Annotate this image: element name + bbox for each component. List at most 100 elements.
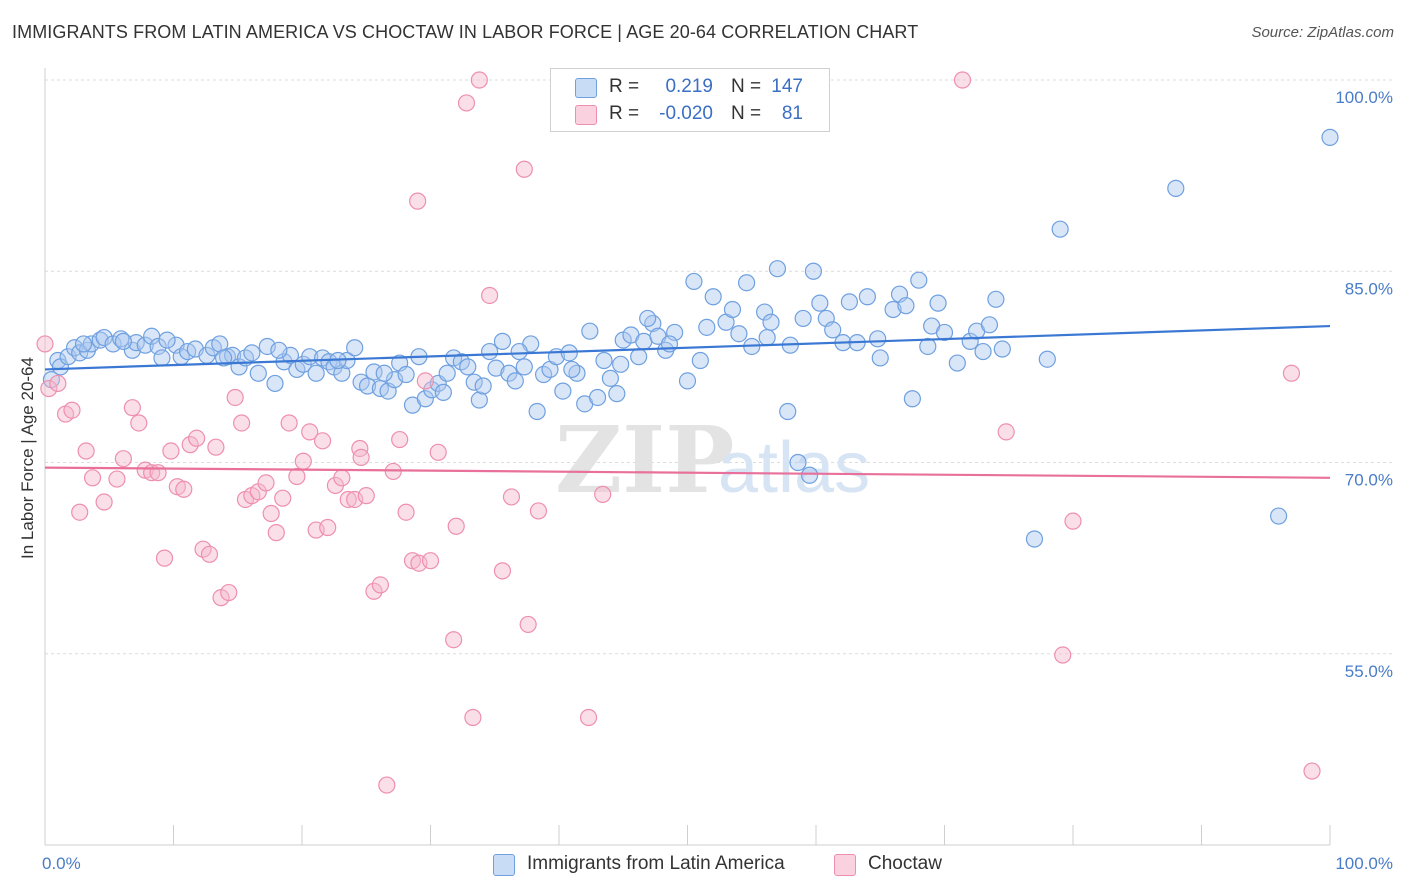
data-point bbox=[1321, 128, 1339, 146]
data-point bbox=[738, 274, 756, 292]
data-point bbox=[858, 288, 877, 306]
chart-source: Source: ZipAtlas.com bbox=[1251, 24, 1394, 41]
legend-swatch-pink bbox=[575, 105, 597, 125]
data-point bbox=[220, 583, 238, 602]
data-point bbox=[897, 297, 915, 315]
series-choctaw-points bbox=[36, 71, 1321, 794]
data-point bbox=[375, 364, 393, 382]
legend-label-latin-america: Immigrants from Latin America bbox=[527, 853, 785, 874]
data-point bbox=[319, 518, 337, 537]
data-point bbox=[365, 582, 383, 600]
data-point bbox=[333, 469, 351, 487]
data-point bbox=[474, 377, 492, 395]
data-point bbox=[871, 349, 889, 367]
data-point bbox=[65, 339, 84, 357]
data-point bbox=[421, 552, 440, 570]
data-point bbox=[267, 524, 285, 542]
data-point bbox=[779, 402, 797, 421]
data-point bbox=[919, 337, 937, 356]
legend-r-label: R = bbox=[609, 76, 640, 97]
data-point bbox=[71, 503, 89, 521]
data-point bbox=[397, 503, 415, 521]
y-tick-label: 85.0% bbox=[1345, 279, 1393, 298]
data-point bbox=[445, 349, 463, 367]
data-point bbox=[595, 351, 613, 370]
data-point bbox=[391, 430, 409, 449]
data-point bbox=[36, 335, 54, 353]
data-point bbox=[685, 272, 703, 291]
data-point bbox=[824, 321, 842, 339]
data-point bbox=[1025, 530, 1044, 548]
data-point bbox=[270, 341, 288, 359]
legend-n-value: 147 bbox=[771, 76, 803, 97]
legend-row-choctaw: R = -0.020 N = 81 bbox=[551, 101, 829, 129]
x-tick-label: 0.0% bbox=[42, 854, 81, 873]
data-point bbox=[352, 448, 370, 466]
data-point bbox=[470, 71, 488, 89]
series-legend: Immigrants from Latin America Choctaw bbox=[0, 852, 1406, 878]
correlation-legend: R = 0.219 N = 147 R = -0.020 N = 81 bbox=[550, 68, 830, 132]
data-point bbox=[581, 322, 599, 340]
data-point bbox=[515, 160, 533, 178]
data-point bbox=[493, 562, 512, 580]
data-point bbox=[233, 414, 251, 432]
data-point bbox=[207, 438, 225, 456]
data-point bbox=[175, 480, 193, 498]
legend-swatch-blue bbox=[493, 854, 515, 876]
data-point bbox=[438, 364, 456, 382]
data-point bbox=[1054, 646, 1072, 664]
data-point bbox=[1303, 762, 1321, 780]
data-point bbox=[153, 349, 171, 367]
data-point bbox=[429, 443, 447, 461]
legend-r-value: 0.219 bbox=[665, 76, 713, 97]
data-point bbox=[416, 372, 434, 390]
data-point bbox=[130, 414, 148, 432]
data-point bbox=[74, 335, 93, 353]
data-point bbox=[114, 332, 132, 350]
data-point bbox=[215, 349, 233, 367]
data-point bbox=[1269, 507, 1288, 525]
data-point bbox=[149, 464, 167, 482]
data-point bbox=[358, 377, 377, 395]
data-point bbox=[1038, 350, 1056, 368]
data-point bbox=[83, 469, 102, 487]
data-point bbox=[181, 436, 199, 454]
data-point bbox=[257, 474, 275, 492]
data-point bbox=[554, 382, 572, 400]
watermark-atlas: atlas bbox=[718, 428, 870, 508]
data-point bbox=[980, 316, 999, 334]
legend-row-latin-america: R = 0.219 N = 147 bbox=[551, 74, 829, 102]
data-point bbox=[162, 442, 180, 460]
data-point bbox=[588, 388, 607, 407]
data-point bbox=[108, 470, 126, 488]
data-point bbox=[313, 432, 332, 450]
data-point bbox=[768, 260, 787, 278]
data-point bbox=[579, 708, 598, 727]
legend-n-value: 81 bbox=[781, 103, 803, 124]
legend-r-label: R = bbox=[609, 103, 640, 124]
data-point bbox=[755, 303, 774, 321]
data-point bbox=[226, 388, 244, 407]
data-point bbox=[262, 504, 280, 523]
data-point bbox=[529, 502, 548, 520]
y-tick-label: 55.0% bbox=[1345, 662, 1393, 681]
data-point bbox=[789, 453, 807, 472]
data-point bbox=[288, 467, 306, 486]
data-point bbox=[811, 294, 829, 312]
data-point bbox=[948, 354, 966, 372]
data-point bbox=[794, 309, 812, 328]
data-point bbox=[639, 309, 657, 328]
data-point bbox=[608, 385, 626, 403]
data-point bbox=[884, 300, 902, 319]
legend-n-label: N = bbox=[731, 103, 762, 124]
data-point bbox=[447, 517, 465, 535]
data-point bbox=[987, 290, 1005, 308]
data-point bbox=[434, 383, 452, 401]
data-point bbox=[351, 439, 369, 458]
data-point bbox=[346, 339, 364, 357]
data-point bbox=[114, 450, 132, 468]
data-point bbox=[804, 262, 823, 280]
data-point bbox=[155, 549, 174, 567]
data-point bbox=[409, 192, 427, 210]
